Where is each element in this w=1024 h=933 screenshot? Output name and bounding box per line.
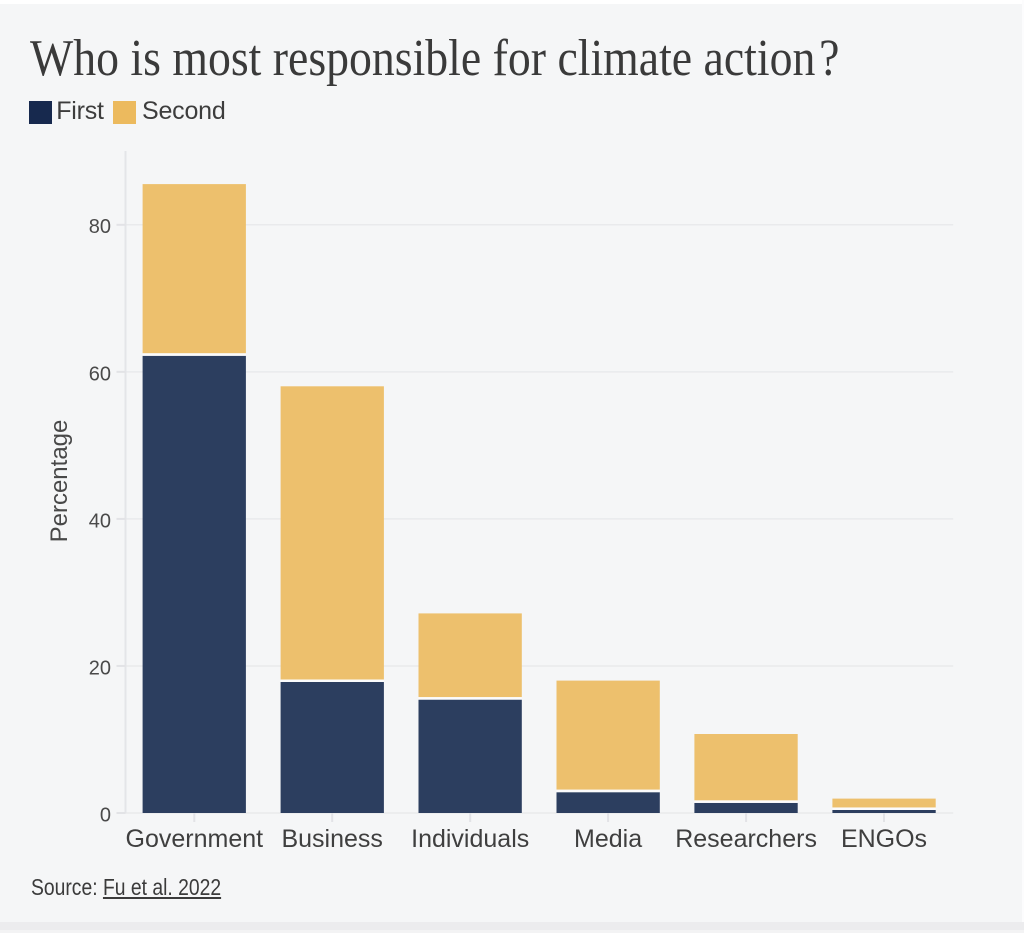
svg-text:Percentage: Percentage: [46, 420, 73, 543]
svg-text:Researchers: Researchers: [675, 825, 817, 853]
svg-text:40: 40: [89, 510, 111, 532]
svg-text:20: 20: [89, 657, 111, 679]
svg-text:ENGOs: ENGOs: [841, 825, 927, 853]
svg-text:60: 60: [89, 363, 111, 385]
svg-text:Business: Business: [281, 825, 382, 853]
svg-text:80: 80: [89, 216, 111, 238]
svg-text:Government: Government: [126, 825, 264, 853]
svg-text:Media: Media: [574, 825, 642, 853]
svg-text:0: 0: [100, 804, 111, 826]
svg-text:Individuals: Individuals: [411, 825, 529, 853]
